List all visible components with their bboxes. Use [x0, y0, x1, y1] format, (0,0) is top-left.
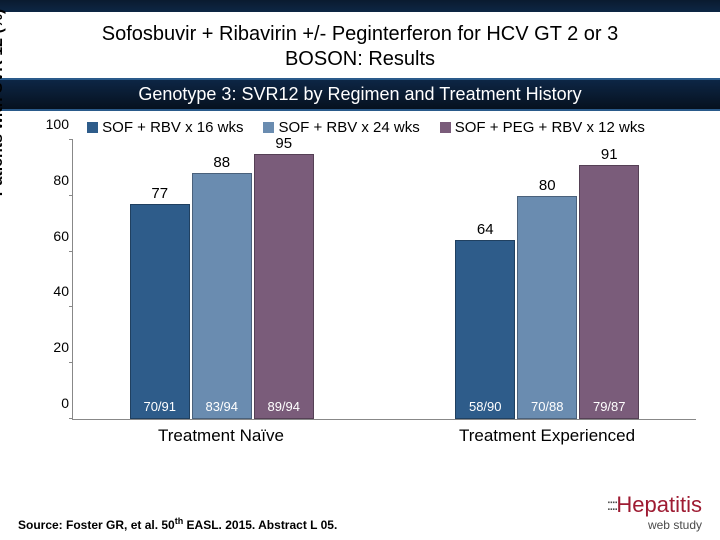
bar-n-label: 70/88	[531, 399, 564, 414]
y-tick-label: 0	[43, 395, 69, 411]
y-tick-mark	[69, 139, 73, 140]
x-group-label: Treatment Experienced	[398, 426, 696, 446]
bar-group: 6458/908070/889179/87	[399, 140, 697, 419]
bars-container: 7770/918883/949589/946458/908070/889179/…	[73, 140, 696, 419]
bar-n-label: 70/91	[143, 399, 176, 414]
bar-n-label: 79/87	[593, 399, 626, 414]
plot-area: 7770/918883/949589/946458/908070/889179/…	[72, 140, 696, 420]
bar-value-label: 91	[601, 146, 618, 163]
subtitle-bar: Genotype 3: SVR12 by Regimen and Treatme…	[0, 78, 720, 111]
y-tick-label: 100	[43, 116, 69, 132]
bar: 8883/94	[192, 173, 252, 419]
y-tick-mark	[69, 195, 73, 196]
footer: Source: Foster GR, et al. 50th EASL. 201…	[18, 492, 702, 532]
bar: 9589/94	[254, 154, 314, 419]
legend-swatch	[440, 122, 451, 133]
legend-label: SOF + RBV x 16 wks	[102, 119, 243, 136]
legend-item: SOF + RBV x 24 wks	[263, 119, 419, 136]
y-tick-mark	[69, 306, 73, 307]
title-area: Sofosbuvir + Ribavirin +/- Peginterferon…	[0, 12, 720, 78]
y-tick-mark	[69, 362, 73, 363]
bar-value-label: 64	[477, 221, 494, 238]
bar: 8070/88	[517, 196, 577, 419]
legend-item: SOF + PEG + RBV x 12 wks	[440, 119, 645, 136]
bar-value-label: 80	[539, 177, 556, 194]
legend-label: SOF + RBV x 24 wks	[278, 119, 419, 136]
bar-group: 7770/918883/949589/94	[73, 140, 371, 419]
x-group-labels: Treatment Naïve Treatment Experienced	[72, 426, 696, 446]
bar-n-label: 89/94	[267, 399, 300, 414]
bar-n-label: 58/90	[469, 399, 502, 414]
x-group-label: Treatment Naïve	[72, 426, 370, 446]
bar-n-label: 83/94	[205, 399, 238, 414]
bar: 9179/87	[579, 165, 639, 419]
slide-title-line1: Sofosbuvir + Ribavirin +/- Peginterferon…	[20, 22, 700, 47]
y-tick-label: 40	[43, 283, 69, 299]
y-tick-mark	[69, 251, 73, 252]
legend-swatch	[87, 122, 98, 133]
source-citation: Source: Foster GR, et al. 50th EASL. 201…	[18, 516, 337, 532]
top-accent-bar	[0, 0, 720, 12]
bar-value-label: 95	[275, 135, 292, 152]
y-axis-label: Patients with SVR 12 (%)	[0, 8, 7, 196]
bar: 6458/90	[455, 240, 515, 419]
y-tick-label: 20	[43, 339, 69, 355]
chart-region: SOF + RBV x 16 wks SOF + RBV x 24 wks SOF …	[0, 111, 720, 450]
y-tick-label: 60	[43, 228, 69, 244]
legend-item: SOF + RBV x 16 wks	[87, 119, 243, 136]
legend-swatch	[263, 122, 274, 133]
legend-label: SOF + PEG + RBV x 12 wks	[455, 119, 645, 136]
bar: 7770/91	[130, 204, 190, 419]
bar-value-label: 88	[213, 154, 230, 171]
subtitle-text: Genotype 3: SVR12 by Regimen and Treatme…	[138, 84, 581, 104]
brand-logo: ::::Hepatitis web study	[607, 492, 702, 532]
chart-legend: SOF + RBV x 16 wks SOF + RBV x 24 wks SOF …	[36, 119, 696, 136]
y-tick-mark	[69, 418, 73, 419]
y-tick-label: 80	[43, 172, 69, 188]
slide-title-line2: BOSON: Results	[20, 47, 700, 72]
bar-value-label: 77	[151, 185, 168, 202]
